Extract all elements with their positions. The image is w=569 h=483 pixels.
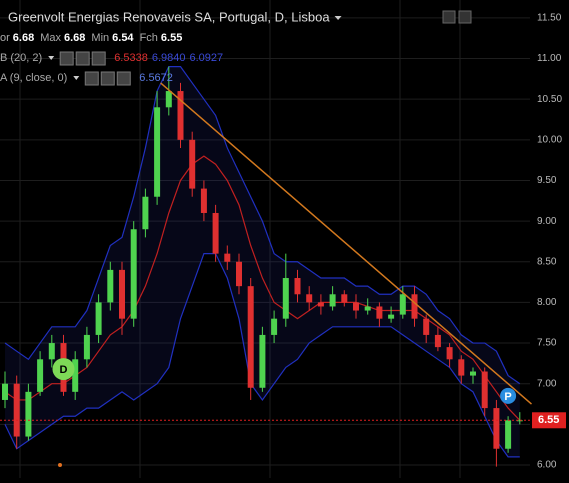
candle-body — [458, 359, 465, 376]
y-tick-label: 8.50 — [537, 256, 557, 267]
band-fill — [5, 66, 520, 457]
y-tick-label: 10.50 — [537, 94, 562, 105]
indicator-line — [4, 66, 521, 385]
settings-icon[interactable] — [442, 10, 456, 24]
candle-body — [399, 294, 406, 315]
last-price-box — [532, 412, 566, 429]
event-marker-label: P — [504, 391, 511, 403]
indicator-icon[interactable] — [116, 71, 131, 86]
ohlc-label: Min — [91, 32, 109, 44]
indicator-value: 6.5672 — [139, 72, 173, 84]
candle-body — [25, 391, 32, 437]
candle-body — [154, 107, 161, 197]
ohlc-value: 6.68 — [64, 32, 85, 44]
ohlc-label: Max — [40, 32, 61, 44]
candle-body — [259, 334, 266, 388]
y-tick-label: 9.00 — [537, 216, 557, 227]
candle-body — [446, 347, 453, 360]
candle-body — [516, 420, 523, 422]
candle-body — [411, 294, 418, 319]
indicator-line — [4, 155, 521, 421]
indicator-icon[interactable] — [91, 51, 106, 66]
dot — [58, 463, 62, 467]
ohlc-value: 6.68 — [13, 32, 34, 44]
y-tick-label: 11.50 — [537, 13, 562, 24]
y-tick-label: 9.50 — [537, 175, 557, 186]
candle-body — [200, 188, 207, 213]
candle-body — [423, 318, 430, 335]
y-tick-label: 11.00 — [537, 53, 562, 64]
ohlc-label: Fch — [140, 32, 158, 44]
indicator-value: 6.0927 — [190, 52, 224, 64]
indicator-icon[interactable] — [100, 71, 115, 86]
candle-body — [13, 383, 20, 437]
candle-body — [212, 212, 219, 254]
candle-body — [224, 253, 231, 262]
candle-body — [481, 371, 488, 409]
candle-body — [505, 420, 512, 449]
ohlc-label: or — [0, 32, 10, 44]
bracket: ] — [0, 9, 1, 24]
candle-body — [341, 294, 348, 303]
event-marker[interactable] — [52, 358, 75, 381]
y-tick-label: 6.00 — [537, 460, 557, 471]
header: ] Greenvolt Energias Renovaveis SA, Port… — [0, 9, 472, 86]
candle-body — [37, 359, 44, 392]
candle-body — [364, 306, 371, 311]
candle-body — [376, 306, 383, 319]
last-price-label: 6.55 — [538, 414, 559, 426]
candle-body — [119, 269, 125, 319]
indicator-value: 6.5338 — [114, 52, 148, 64]
candle-body — [177, 91, 184, 140]
y-tick-label: 10.00 — [537, 134, 562, 145]
candle-body — [271, 318, 278, 335]
indicator-name: A (9, close, 0) — [0, 72, 67, 84]
y-tick-label: 7.50 — [537, 338, 557, 349]
indicator-icon[interactable] — [75, 51, 90, 66]
candle-body — [282, 278, 289, 319]
candle-body — [130, 229, 137, 319]
ohlc-value: 6.55 — [161, 32, 182, 44]
dropdown[interactable] — [73, 76, 80, 80]
candle-body — [470, 371, 476, 376]
candle-body — [48, 343, 55, 360]
indicator-icon[interactable] — [59, 51, 74, 66]
candle-body — [142, 196, 149, 230]
indicator-icon[interactable] — [84, 71, 99, 86]
y-tick-label: 8.00 — [537, 297, 557, 308]
candle-body — [388, 314, 395, 319]
chart-title: Greenvolt Energias Renovaveis SA, Portug… — [8, 9, 330, 24]
candle-body — [493, 408, 500, 449]
trendline — [160, 82, 532, 405]
candle-body — [95, 302, 102, 335]
candle-body — [247, 286, 254, 388]
candle-body — [107, 269, 114, 303]
candle-body — [72, 359, 79, 392]
indicator-name: B (20, 2) — [0, 52, 42, 64]
candle-body — [83, 334, 90, 360]
candle-body — [306, 294, 313, 303]
close-icon[interactable] — [458, 10, 472, 24]
event-marker-label: D — [60, 364, 68, 376]
indicator-value: 6.9840 — [152, 52, 186, 64]
candle-body — [317, 302, 324, 307]
title-dropdown[interactable] — [334, 16, 342, 20]
candle-body — [2, 383, 8, 400]
candle-body — [353, 302, 359, 311]
dropdown[interactable] — [48, 56, 55, 60]
candle-body — [329, 294, 336, 307]
plot: 6.55 D P — [0, 66, 566, 467]
candle-body — [236, 261, 242, 287]
y-tick-label: 7.00 — [537, 378, 557, 389]
indicator-line — [4, 253, 520, 458]
event-marker[interactable] — [500, 387, 517, 404]
candle-body — [434, 334, 441, 348]
candle-body — [189, 139, 196, 189]
candle-body — [165, 91, 172, 108]
ohlc-value: 6.54 — [112, 32, 134, 44]
candle-body — [294, 278, 301, 295]
